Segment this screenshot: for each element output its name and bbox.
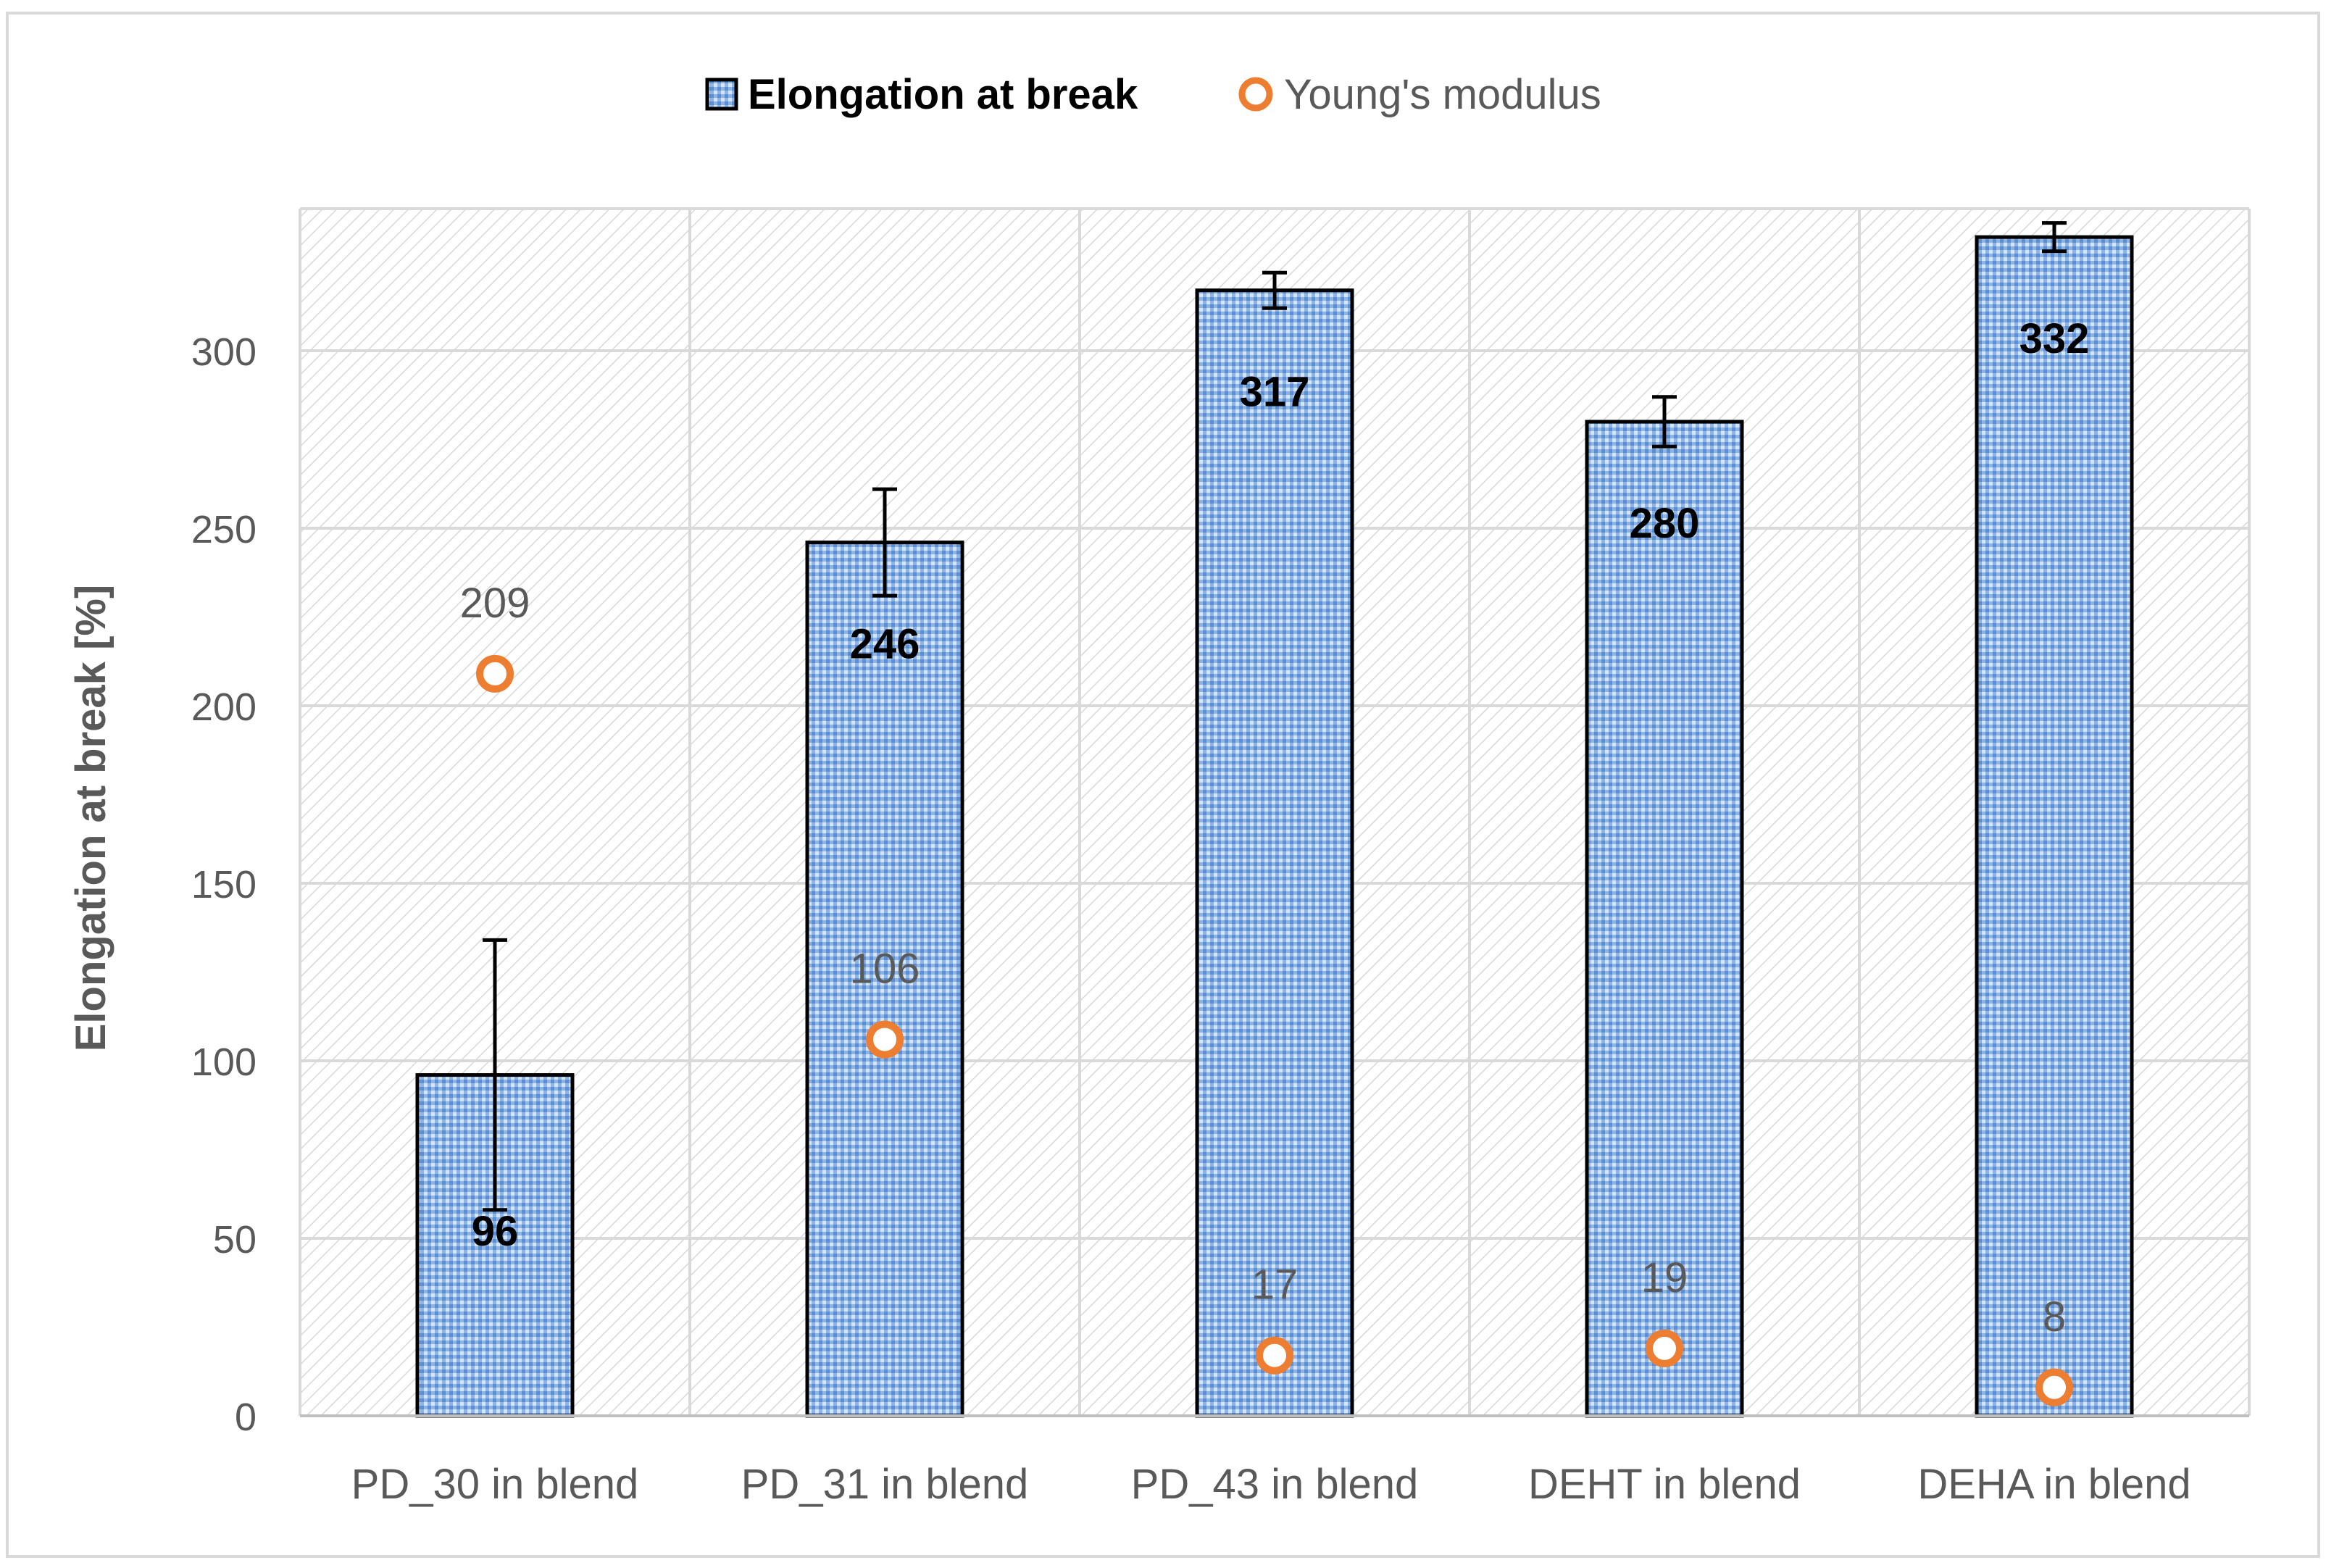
markers bbox=[476, 654, 2073, 1406]
marker-value-label: 209 bbox=[460, 580, 530, 627]
marker bbox=[866, 1020, 904, 1059]
y-tick-label: 0 bbox=[235, 1396, 257, 1439]
bar bbox=[805, 541, 964, 1418]
legend: Elongation at break Young's modulus bbox=[705, 71, 1601, 118]
y-tick-label: 300 bbox=[191, 330, 257, 374]
legend-marker-label: Young's modulus bbox=[1284, 71, 1601, 118]
bar-value-label: 246 bbox=[850, 621, 920, 668]
x-tick-label: PD_43 in blend bbox=[1131, 1461, 1419, 1508]
y-tick-label: 100 bbox=[191, 1041, 257, 1084]
y-axis-title: Elongation at break [%] bbox=[67, 585, 114, 1052]
marker-value-label: 17 bbox=[1251, 1262, 1299, 1309]
bar-value-label: 280 bbox=[1630, 500, 1700, 547]
x-tick-label: PD_30 in blend bbox=[351, 1461, 639, 1508]
legend-bar-swatch bbox=[705, 78, 738, 111]
marker bbox=[2035, 1368, 2073, 1406]
marker bbox=[1646, 1329, 1683, 1367]
x-tick-label: DEHA in blend bbox=[1917, 1461, 2190, 1508]
x-tick-label: DEHT in blend bbox=[1528, 1461, 1801, 1508]
y-tick-label: 150 bbox=[191, 863, 257, 906]
marker-labels: 209 106 17 19 8 bbox=[460, 580, 2067, 1340]
bar bbox=[1585, 420, 1744, 1418]
y-tick-label: 200 bbox=[191, 685, 257, 729]
legend-bar-label: Elongation at break bbox=[748, 71, 1138, 118]
x-tick-label: PD_31 in blend bbox=[741, 1461, 1029, 1508]
marker-value-label: 19 bbox=[1641, 1254, 1688, 1301]
y-axis-ticks: 0 50 100 150 200 250 300 bbox=[191, 330, 257, 1439]
marker bbox=[1256, 1336, 1293, 1375]
bar-value-label: 96 bbox=[472, 1208, 519, 1255]
x-axis-ticks: PD_30 in blend PD_31 in blend PD_43 in ble… bbox=[351, 1461, 2191, 1508]
marker-value-label: 106 bbox=[850, 946, 920, 993]
error-bars bbox=[483, 221, 2067, 1212]
legend-marker-swatch bbox=[1238, 77, 1273, 112]
marker-value-label: 8 bbox=[2043, 1293, 2066, 1340]
bar bbox=[1195, 288, 1354, 1418]
bar bbox=[1975, 235, 2134, 1418]
bar-value-label: 332 bbox=[2019, 315, 2090, 362]
bar-value-label: 317 bbox=[1240, 369, 1310, 416]
marker bbox=[476, 654, 514, 693]
y-tick-label: 250 bbox=[191, 508, 257, 551]
bars bbox=[415, 235, 2134, 1418]
bar-labels: 96 246 317 280 332 bbox=[472, 315, 2090, 1255]
y-tick-label: 50 bbox=[213, 1218, 257, 1262]
